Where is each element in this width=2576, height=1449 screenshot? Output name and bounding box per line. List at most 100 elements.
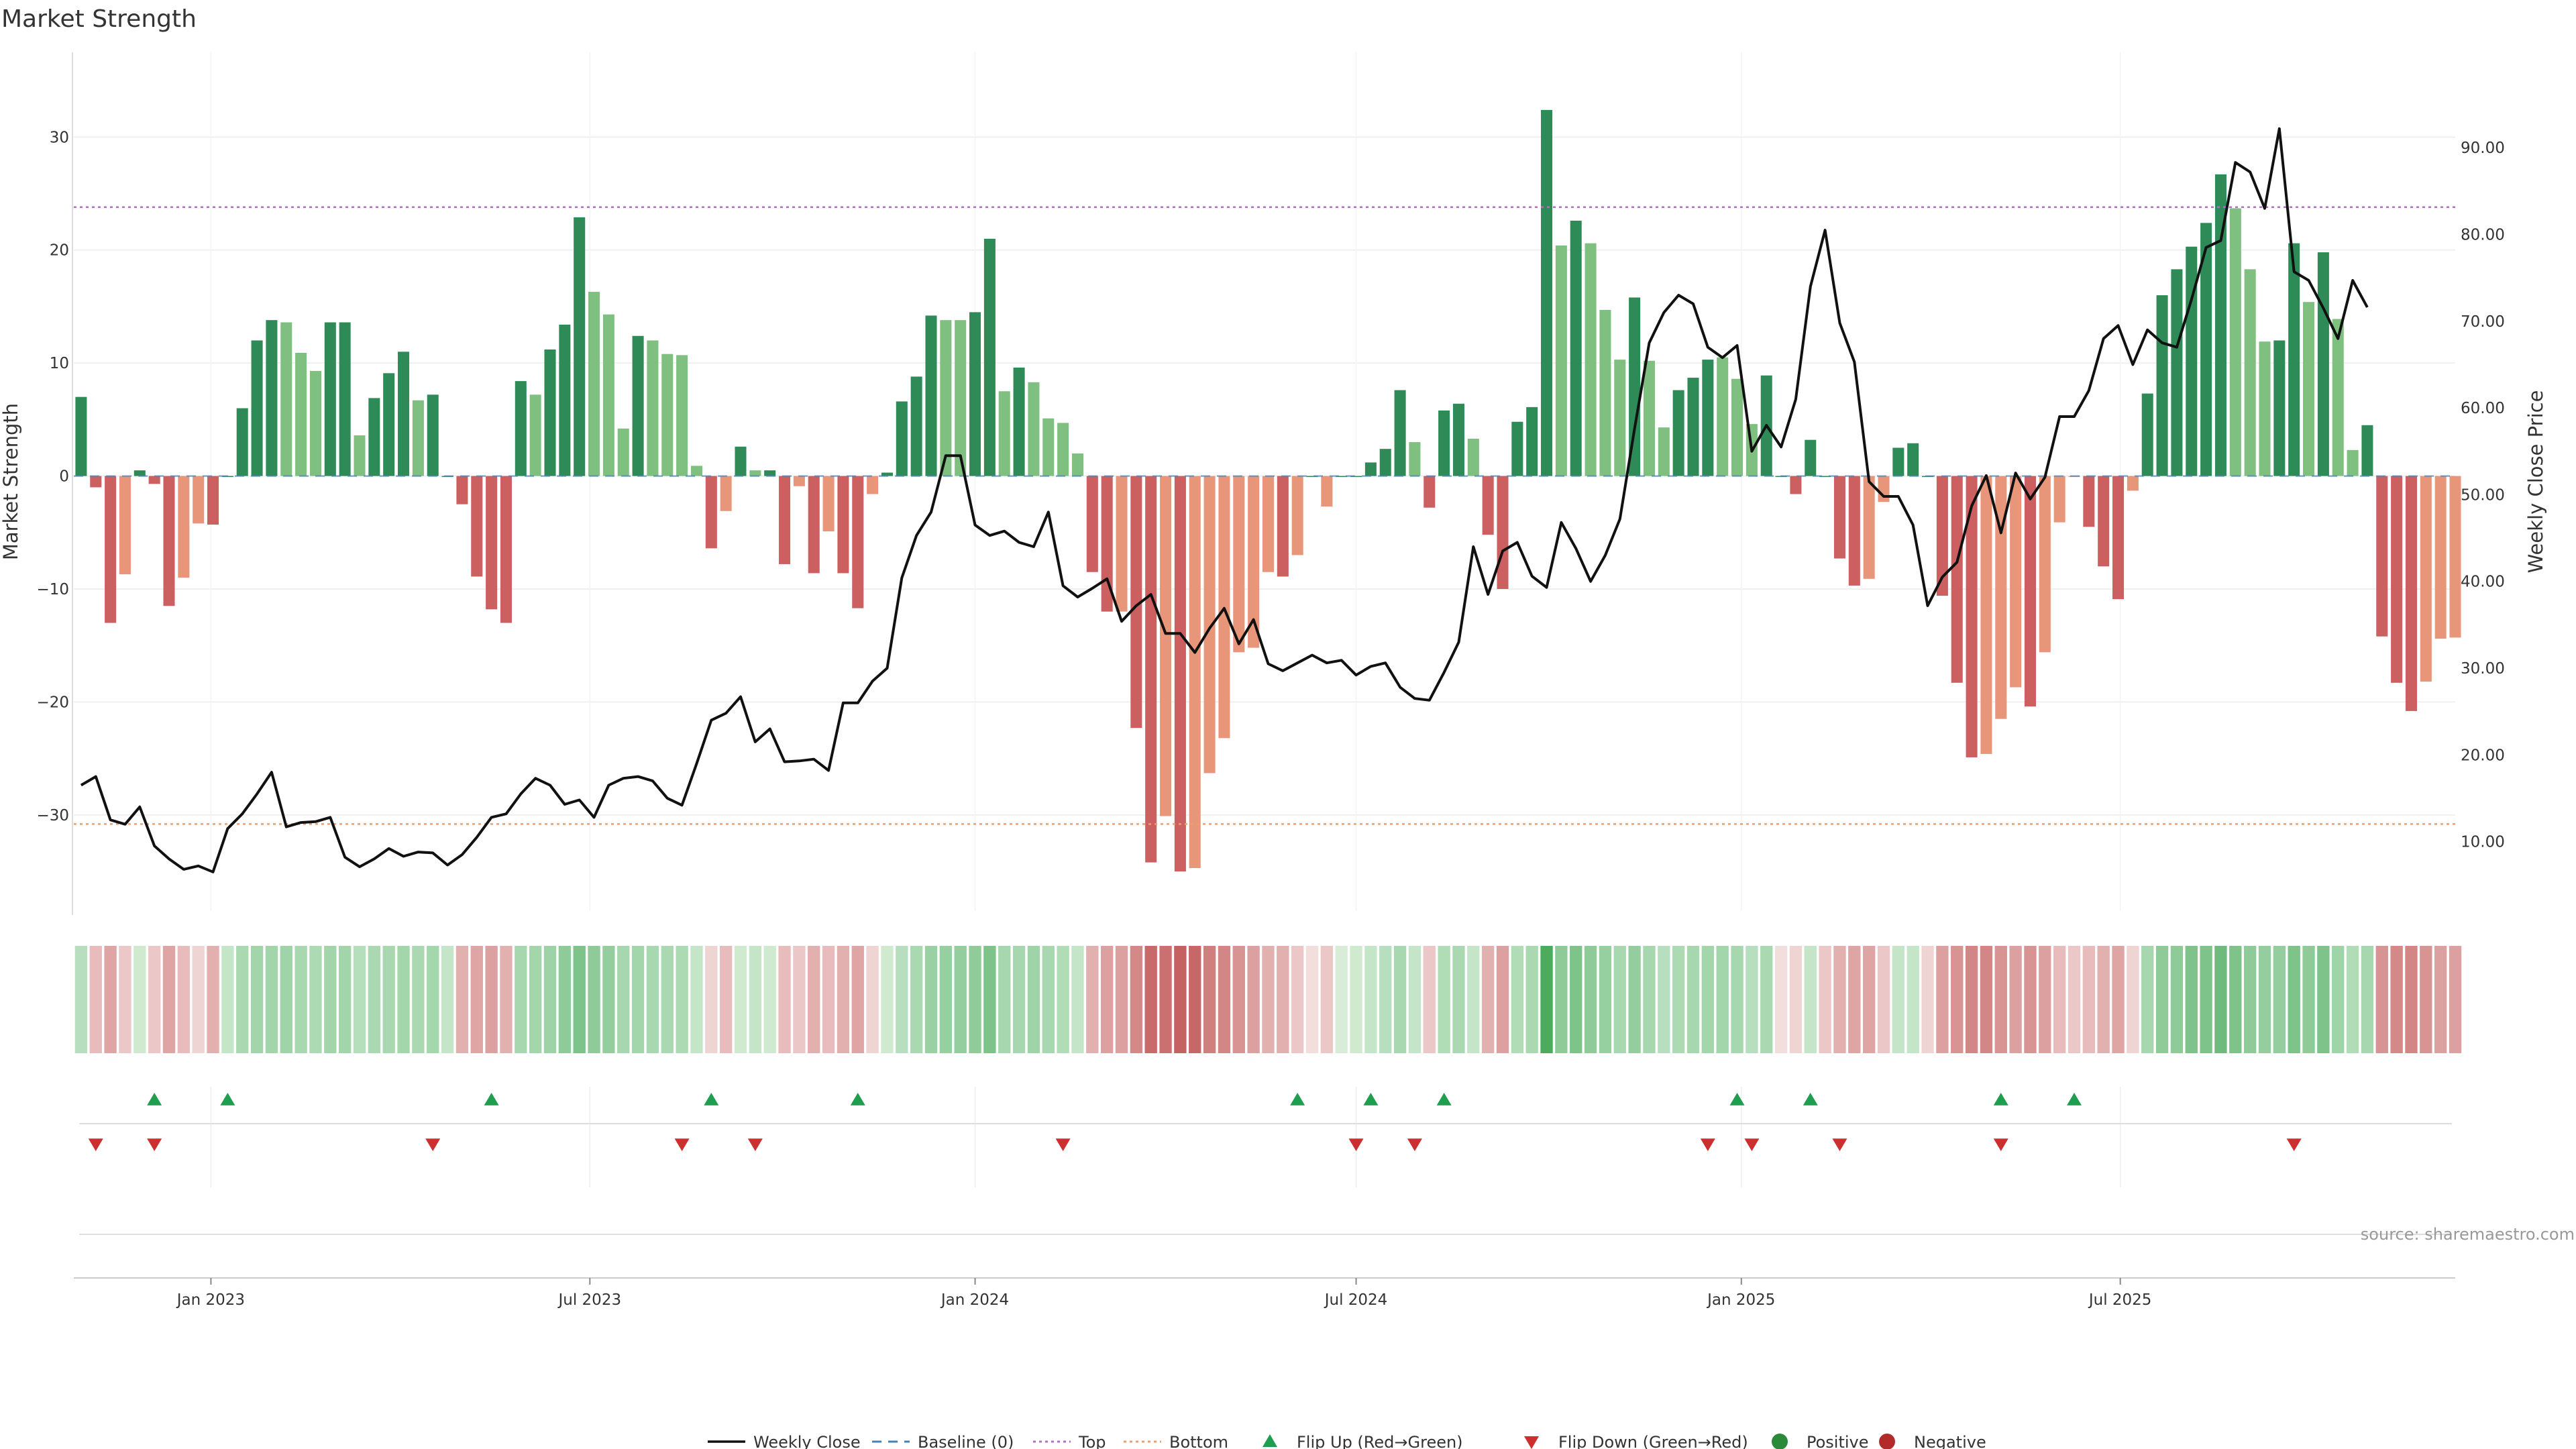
heat-cell [441, 946, 454, 1053]
heat-cell [353, 946, 366, 1053]
heat-cell [617, 946, 630, 1053]
heat-cell [397, 946, 410, 1053]
y-left-tick-label: −30 [36, 807, 69, 824]
strength-bar [1350, 476, 1362, 478]
strength-bar [983, 238, 996, 476]
strength-bar [456, 476, 468, 504]
heat-cell [2420, 946, 2432, 1053]
legend-item: Negative [1879, 1433, 1986, 1449]
heat-cell [368, 946, 381, 1053]
strength-bar [1966, 476, 1978, 757]
heat-cell [1789, 946, 1803, 1053]
strength-bar [1482, 476, 1494, 535]
strength-bar [1277, 476, 1289, 577]
strength-bar [1057, 423, 1069, 476]
heat-cell [661, 946, 674, 1053]
strength-bar [383, 373, 395, 476]
flip-up-marker [1993, 1093, 2008, 1106]
strength-bar [837, 476, 849, 574]
strength-bar [2156, 295, 2168, 476]
heat-cell [1701, 946, 1715, 1053]
flip-markers [79, 1093, 2452, 1235]
strength-bar [822, 476, 835, 532]
heat-cell [1364, 946, 1377, 1053]
heat-cell [1481, 946, 1495, 1053]
axes: 30 20 10 0 −10 −20 −30 90.00 80.00 70.00 60.00 50.0… [36, 52, 2505, 915]
strength-bar [280, 322, 292, 476]
heat-cell [602, 946, 615, 1053]
heat-cell [1393, 946, 1407, 1053]
strength-bar [749, 470, 761, 476]
heat-cell [236, 946, 249, 1053]
flip-up-marker [850, 1093, 865, 1106]
heat-cell [543, 946, 557, 1053]
heat-cell [1862, 946, 1876, 1053]
strength-bar [207, 476, 219, 525]
heat-cell [910, 946, 923, 1053]
legend-item: Baseline (0) [872, 1433, 1014, 1449]
strength-bar [2405, 476, 2417, 711]
strength-bar [1790, 476, 1802, 494]
legend-item: Positive [1772, 1433, 1869, 1449]
strength-bar [1189, 476, 1201, 868]
strength-bar [1863, 476, 1875, 579]
strength-bar [793, 476, 805, 486]
heat-cell [207, 946, 219, 1053]
strength-bar [398, 352, 410, 476]
heat-cell [1115, 946, 1128, 1053]
heat-cell [2200, 946, 2212, 1053]
heat-cell [1907, 946, 1919, 1053]
strength-bar [1980, 476, 1992, 754]
y-right-tick-label: 60.00 [2461, 400, 2505, 417]
heat-cell [1643, 946, 1656, 1053]
strength-bar [1702, 360, 1714, 476]
heat-cell [412, 946, 425, 1053]
heat-cell [2302, 946, 2315, 1053]
heat-cell [1277, 946, 1289, 1053]
heat-cell [793, 946, 806, 1053]
strength-bar [1585, 243, 1597, 476]
legend-item: Flip Up (Red→Green) [1263, 1433, 1463, 1449]
heat-cell [2375, 946, 2388, 1053]
heat-cell [2258, 946, 2271, 1053]
flip-down-marker [2286, 1138, 2302, 1151]
heat-cell [1057, 946, 1069, 1053]
strength-bar [2186, 246, 2198, 476]
strength-bar [1130, 476, 1142, 729]
heat-cell [1892, 946, 1905, 1053]
flip-down-marker [1993, 1138, 2008, 1151]
legend-swatch-circle [1879, 1434, 1895, 1449]
strength-bar [1731, 378, 1743, 476]
legend-item: Flip Down (Green→Red) [1524, 1433, 1748, 1449]
heat-cell [1335, 946, 1348, 1053]
heat-cell [2170, 946, 2184, 1053]
heat-cell [2434, 946, 2447, 1053]
heat-cell [500, 946, 513, 1053]
heat-cell [427, 946, 439, 1053]
legend-swatch-circle [1772, 1434, 1788, 1449]
heat-cell [1951, 946, 1964, 1053]
heat-cell [1174, 946, 1187, 1053]
heat-cell [280, 946, 292, 1053]
heat-cell [705, 946, 718, 1053]
heat-cell [89, 946, 102, 1053]
heat-cell [1672, 946, 1685, 1053]
strength-bar [647, 340, 659, 476]
strength-bar [808, 476, 820, 574]
heat-cell [2097, 946, 2110, 1053]
heat-cell [1584, 946, 1597, 1053]
heat-cell [837, 946, 850, 1053]
weekly-close-line [80, 127, 2369, 873]
heat-cell [1320, 946, 1334, 1053]
heat-cell [192, 946, 205, 1053]
strength-bar [1936, 476, 1948, 596]
strength-bar [1555, 246, 1567, 476]
heat-cell [1613, 946, 1626, 1053]
heat-cell [954, 946, 967, 1053]
strength-bar [2317, 252, 2329, 476]
legend-item: Top [1033, 1433, 1106, 1449]
flip-up-marker [1363, 1093, 1379, 1106]
strength-bar [148, 476, 160, 484]
y-right-tick-label: 40.00 [2461, 574, 2505, 591]
